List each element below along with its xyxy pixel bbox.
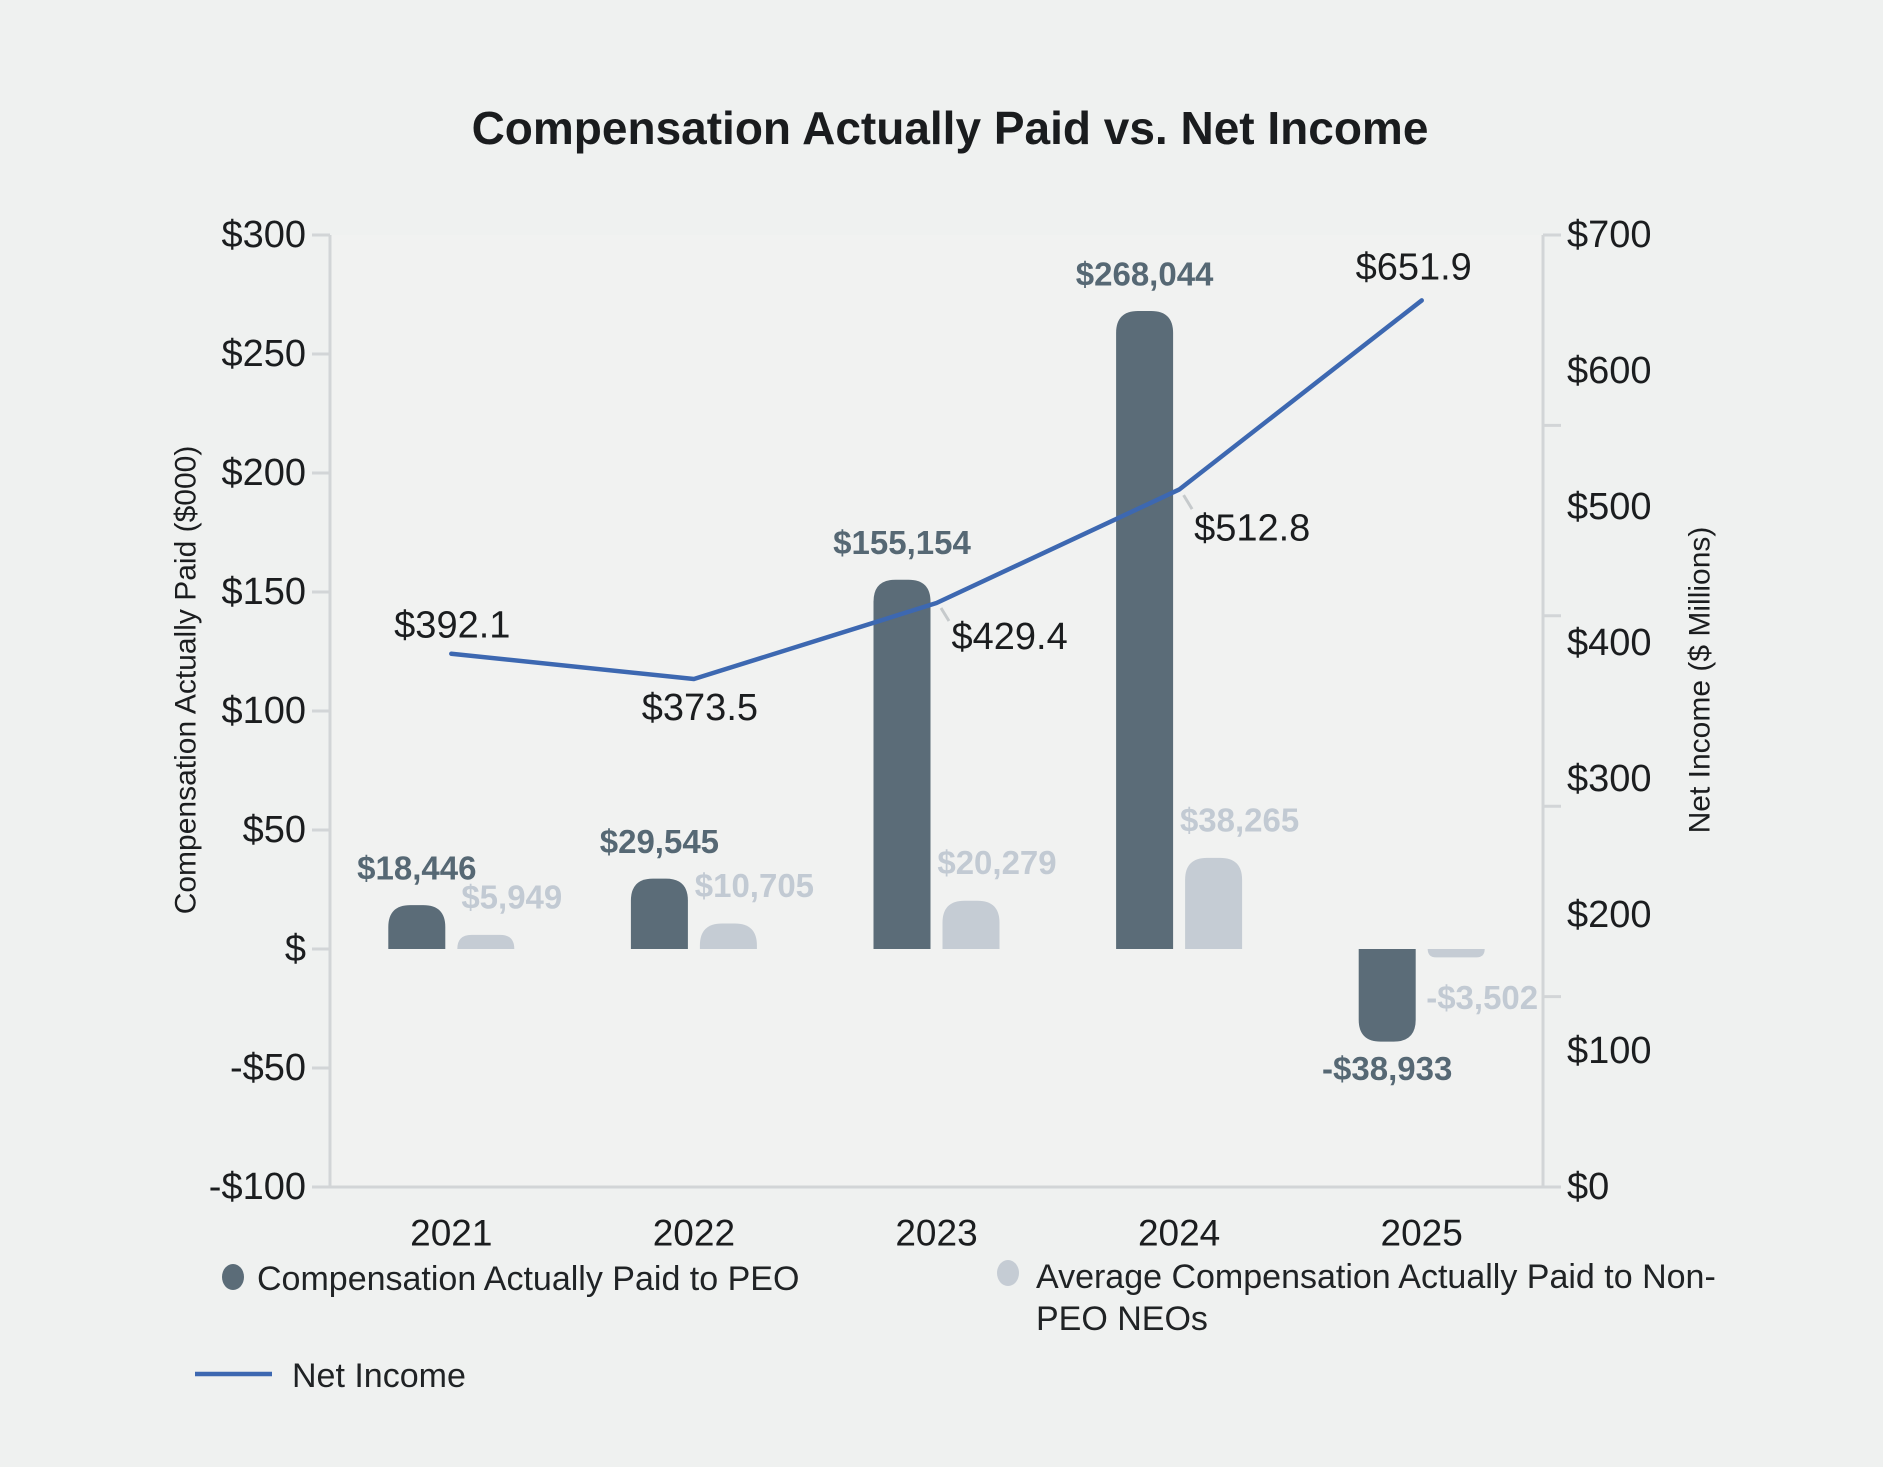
x-axis-label-2023: 2023: [895, 1213, 977, 1254]
bar-label-neo-2024: $38,265: [1180, 801, 1299, 838]
bar-label-neo-2022: $10,705: [695, 867, 814, 904]
line-label-2021: $392.1: [394, 605, 510, 647]
bar-label-peo-2021: $18,446: [357, 850, 476, 887]
left-axis-tick-label: -$100: [209, 1166, 306, 1208]
plot-area: [330, 235, 1543, 1187]
right-axis-tick-label: $500: [1567, 486, 1652, 528]
bar-series: [388, 311, 1485, 1042]
right-axis-tick-label: $100: [1567, 1030, 1652, 1072]
bar-peo-2022: [630, 878, 688, 949]
line-label-2022: $373.5: [642, 687, 758, 729]
axes: [312, 233, 1561, 1189]
left-axis-tick-label: -$50: [230, 1047, 306, 1089]
bar-neo-2023: [942, 900, 1000, 949]
bar-label-neo-2023: $20,279: [937, 844, 1056, 881]
x-axis-label-2025: 2025: [1381, 1213, 1463, 1254]
bar-peo-2025: [1358, 949, 1416, 1042]
x-axis-label-2022: 2022: [653, 1213, 735, 1254]
bar-label-neo-2025: -$3,502: [1426, 979, 1538, 1016]
bar-label-peo-2025: -$38,933: [1322, 1050, 1452, 1087]
bar-label-peo-2024: $268,044: [1076, 256, 1214, 293]
bar-peo-2024: [1116, 311, 1174, 949]
bar-peo-2021: [388, 905, 446, 949]
right-axis-tick-label: $700: [1567, 214, 1652, 256]
bar-neo-2022: [699, 923, 757, 949]
bar-peo-2023: [873, 579, 931, 949]
legend-label-1: Average Compensation Actually Paid to No…: [1036, 1258, 1716, 1296]
line-data-labels: $392.1 $373.5 $429.4 $512.8 $651.9: [394, 246, 1472, 729]
left-axis-tick-label: $50: [243, 809, 306, 851]
left-axis-tick-label: $: [285, 928, 306, 970]
legend-label-0: Compensation Actually Paid to PEO: [257, 1260, 799, 1298]
right-axis-tick-label: $600: [1567, 350, 1652, 392]
net-income-line: [449, 298, 1424, 682]
legend-marker-0: [222, 1264, 244, 1290]
line-label-2024: $512.8: [1194, 508, 1310, 550]
x-axis-labels: 2021 2022 2023 2024 2025: [410, 1213, 1463, 1254]
bar-label-peo-2023: $155,154: [833, 524, 971, 561]
right-axis-title: Net Income ($ Millions): [1684, 527, 1717, 834]
legend-label-1: PEO NEOs: [1036, 1300, 1208, 1338]
legend-label-2: Net Income: [292, 1357, 466, 1395]
left-axis-title: Compensation Actually Paid ($000): [170, 446, 203, 915]
bar-label-neo-2021: $5,949: [461, 878, 562, 915]
left-axis-tick-label: $100: [221, 690, 306, 732]
line-label-leader: [939, 607, 951, 622]
x-axis-label-2024: 2024: [1138, 1213, 1220, 1254]
left-axis-tick-label: $300: [221, 214, 306, 256]
left-axis-tick-label: $150: [221, 571, 306, 613]
left-axis-tick-label: $200: [221, 452, 306, 494]
bar-data-labels: $18,446 $29,545 $155,154 $268,044 -$38,933 $5…: [357, 256, 1538, 1088]
bar-label-peo-2022: $29,545: [600, 823, 719, 860]
axis-tick-labels: $300 $250 $200 $150 $100 $50 $ -$50 -$100 $700 $60…: [209, 214, 1652, 1208]
right-axis-tick-label: $300: [1567, 758, 1652, 800]
bar-neo-2024: [1185, 857, 1243, 949]
right-axis-tick-label: $200: [1567, 894, 1652, 936]
x-axis-label-2021: 2021: [410, 1213, 492, 1254]
right-axis-tick-label: $0: [1567, 1166, 1609, 1208]
left-axis-tick-label: $250: [221, 333, 306, 375]
legend-marker-1: [997, 1260, 1019, 1286]
line-label-leader: [1182, 494, 1194, 510]
line-label-2023: $429.4: [952, 616, 1068, 658]
chart-title: Compensation Actually Paid vs. Net Incom…: [472, 102, 1429, 154]
bar-neo-2021: [457, 934, 515, 949]
right-axis-tick-label: $400: [1567, 622, 1652, 664]
net-income-polyline: [449, 298, 1424, 682]
line-label-2025: $651.9: [1356, 246, 1472, 288]
legend: Compensation Actually Paid to PEO Average…: [195, 1258, 1716, 1395]
bar-neo-2025: [1427, 949, 1485, 958]
